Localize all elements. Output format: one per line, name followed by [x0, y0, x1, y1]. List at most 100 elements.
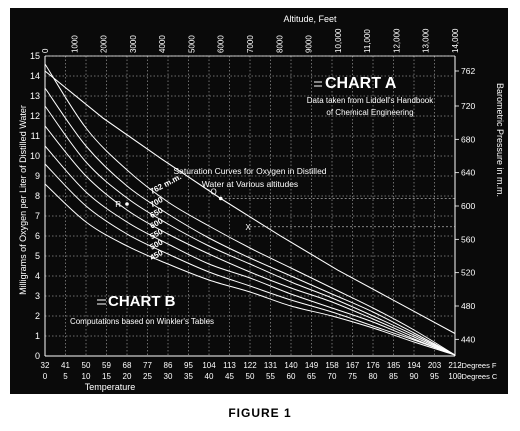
x-tick-label-altitude: 9000	[305, 35, 314, 53]
y-tick-label-pressure: 600	[461, 201, 475, 211]
y-tick-label-mg: 3	[35, 291, 40, 301]
saturation-curve-500	[44, 163, 456, 356]
chart-b-note: Computations based on Winkler's Tables	[70, 317, 214, 326]
x-tick-label-altitude: 2000	[100, 35, 109, 53]
chart-b-point-r-label: R	[115, 200, 121, 209]
y-tick-label-mg: 15	[30, 51, 40, 61]
x-unit-celsius: -Degrees C	[459, 372, 498, 381]
y-tick-label-mg: 6	[35, 231, 40, 241]
x-tick-label-altitude: 12,000	[392, 28, 401, 53]
x-tick-label-altitude: 0	[41, 48, 50, 53]
x-tick-label-fahrenheit: 185	[387, 361, 401, 370]
chart-b-title-mark	[97, 299, 106, 305]
x-tick-label-celsius: 65	[307, 372, 316, 381]
saturation-curve-650	[44, 105, 456, 356]
x-tick-label-celsius: 60	[287, 372, 296, 381]
y-tick-label-pressure: 762	[461, 66, 475, 76]
saturation-curve-762mm	[44, 63, 456, 356]
y-tick-label-pressure: 480	[461, 301, 475, 311]
x-tick-label-fahrenheit: 176	[366, 361, 380, 370]
x-tick-label-fahrenheit: 50	[82, 361, 91, 370]
x-tick-label-celsius: 55	[266, 372, 275, 381]
x-tick-label-altitude: 3000	[129, 35, 138, 53]
x-tick-label-fahrenheit: 68	[123, 361, 132, 370]
x-tick-label-altitude: 10,000	[334, 28, 343, 53]
x-tick-label-celsius: 75	[348, 372, 357, 381]
x-tick-label-fahrenheit: 158	[325, 361, 339, 370]
x-tick-label-celsius: 10	[82, 372, 91, 381]
x-tick-label-celsius: 5	[63, 372, 68, 381]
saturation-curve-450	[44, 183, 456, 356]
y-tick-label-mg: 0	[35, 351, 40, 361]
x-tick-label-altitude: 7000	[246, 35, 255, 53]
chart-a-curve-group: OX	[44, 70, 456, 334]
x-tick-label-celsius: 50	[246, 372, 255, 381]
x-tick-label-fahrenheit: 104	[202, 361, 216, 370]
chart-a-note-line2: of Chemical Engineering	[326, 108, 413, 117]
chart-b-curves-label-line1: Saturation Curves for Oxygen in Distille…	[173, 166, 326, 176]
y-tick-label-mg: 7	[35, 211, 40, 221]
y-tick-label-pressure: 560	[461, 234, 475, 244]
x-tick-label-fahrenheit: 203	[428, 361, 442, 370]
x-unit-fahrenheit: -Degrees F	[459, 361, 497, 370]
x-tick-label-celsius: 100	[448, 372, 462, 381]
x-tick-label-fahrenheit: 41	[61, 361, 70, 370]
x-tick-label-celsius: 25	[143, 372, 152, 381]
x-tick-label-fahrenheit: 59	[102, 361, 111, 370]
x-tick-label-celsius: 35	[184, 372, 193, 381]
y-tick-label-pressure: 680	[461, 134, 475, 144]
x-tick-label-celsius: 15	[102, 372, 111, 381]
y-tick-label-mg: 5	[35, 251, 40, 261]
x-tick-label-fahrenheit: 167	[346, 361, 360, 370]
saturation-curve-600	[44, 125, 456, 356]
x-tick-label-altitude: 1000	[70, 35, 79, 53]
x-tick-label-celsius: 40	[205, 372, 214, 381]
x-tick-label-celsius: 80	[369, 372, 378, 381]
chart-panel	[10, 8, 508, 394]
x-tick-label-celsius: 20	[123, 372, 132, 381]
chart-b-y-axis-title: Milligrams of Oxygen per Liter of Distil…	[18, 105, 28, 295]
y-tick-label-mg: 14	[30, 71, 40, 81]
x-tick-label-celsius: 45	[225, 372, 234, 381]
grid	[44, 55, 456, 357]
chart-a-note-line1: Data taken from Liddell's Handbook	[307, 96, 434, 105]
y-tick-label-mg: 11	[31, 131, 40, 141]
chart-a-altitude-curve	[44, 70, 456, 334]
y-tick-label-mg: 4	[35, 271, 40, 281]
chart-a-y-axis-title: Barometric Pressure in m.m.	[495, 83, 505, 197]
x-tick-label-fahrenheit: 140	[284, 361, 298, 370]
y-tick-label-pressure: 520	[461, 268, 475, 278]
x-tick-label-fahrenheit: 212	[448, 361, 462, 370]
x-tick-label-celsius: 30	[164, 372, 173, 381]
y-tick-label-pressure: 640	[461, 168, 475, 178]
saturation-curve-550	[44, 145, 456, 356]
x-tick-label-celsius: 95	[430, 372, 439, 381]
x-tick-label-fahrenheit: 95	[184, 361, 193, 370]
x-tick-label-fahrenheit: 86	[164, 361, 173, 370]
y-tick-label-mg: 12	[30, 111, 40, 121]
annotations	[97, 81, 322, 305]
x-tick-label-celsius: 90	[410, 372, 419, 381]
x-tick-label-altitude: 5000	[187, 35, 196, 53]
y-tick-label-mg: 2	[35, 311, 40, 321]
x-tick-label-celsius: 70	[328, 372, 337, 381]
chart-a-point-o-label: O	[210, 188, 216, 197]
y-tick-label-pressure: 440	[461, 334, 475, 344]
y-tick-label-mg: 10	[30, 151, 40, 161]
x-tick-label-fahrenheit: 32	[41, 361, 50, 370]
chart-a-title-mark	[314, 81, 322, 87]
x-tick-label-fahrenheit: 131	[264, 361, 278, 370]
x-tick-label-fahrenheit: 122	[243, 361, 257, 370]
x-tick-label-fahrenheit: 77	[143, 361, 152, 370]
y-tick-label-mg: 9	[35, 171, 40, 181]
x-tick-label-altitude: 8000	[275, 35, 284, 53]
x-tick-label-fahrenheit: 194	[407, 361, 421, 370]
x-tick-label-altitude: 6000	[217, 35, 226, 53]
y-tick-label-mg: 13	[30, 91, 40, 101]
x-tick-label-celsius: 85	[389, 372, 398, 381]
chart-b-title: CHART B	[108, 293, 176, 310]
saturation-curve-700	[44, 87, 456, 356]
y-tick-label-mg: 8	[35, 191, 40, 201]
